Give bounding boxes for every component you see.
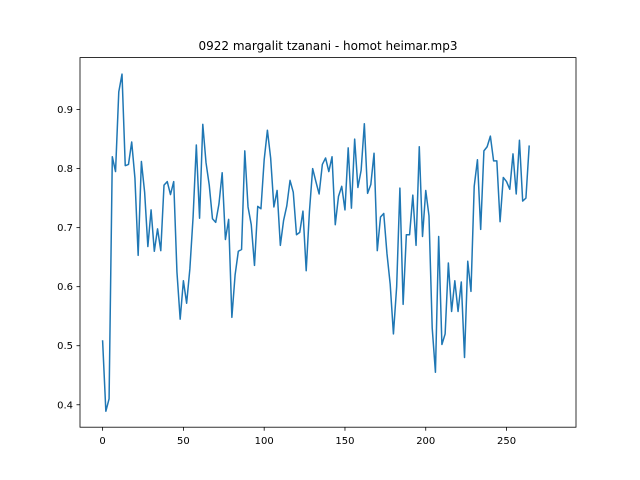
y-tick-label: 0.4 <box>57 400 73 411</box>
x-tick-label: 0 <box>99 436 105 447</box>
x-axis: 0 50 100 150 200 250 <box>99 427 516 447</box>
x-tick-label: 100 <box>255 436 274 447</box>
y-tick-label: 0.9 <box>57 105 73 116</box>
chart-title: 0922 margalit tzanani - homot heimar.mp3 <box>199 39 458 53</box>
plot-area <box>101 73 530 413</box>
y-tick-label: 0.5 <box>57 341 73 352</box>
y-tick-label: 0.8 <box>57 164 73 175</box>
y-axis: 0.4 0.5 0.6 0.7 0.8 0.9 <box>57 105 80 411</box>
x-tick-label: 150 <box>335 436 354 447</box>
y-tick-label: 0.7 <box>57 223 73 234</box>
axes-frame <box>79 57 577 428</box>
x-tick-label: 200 <box>416 436 435 447</box>
series-line <box>101 73 530 413</box>
y-tick-label: 0.6 <box>57 282 73 293</box>
x-tick-label: 250 <box>497 436 516 447</box>
x-tick-label: 50 <box>177 436 190 447</box>
